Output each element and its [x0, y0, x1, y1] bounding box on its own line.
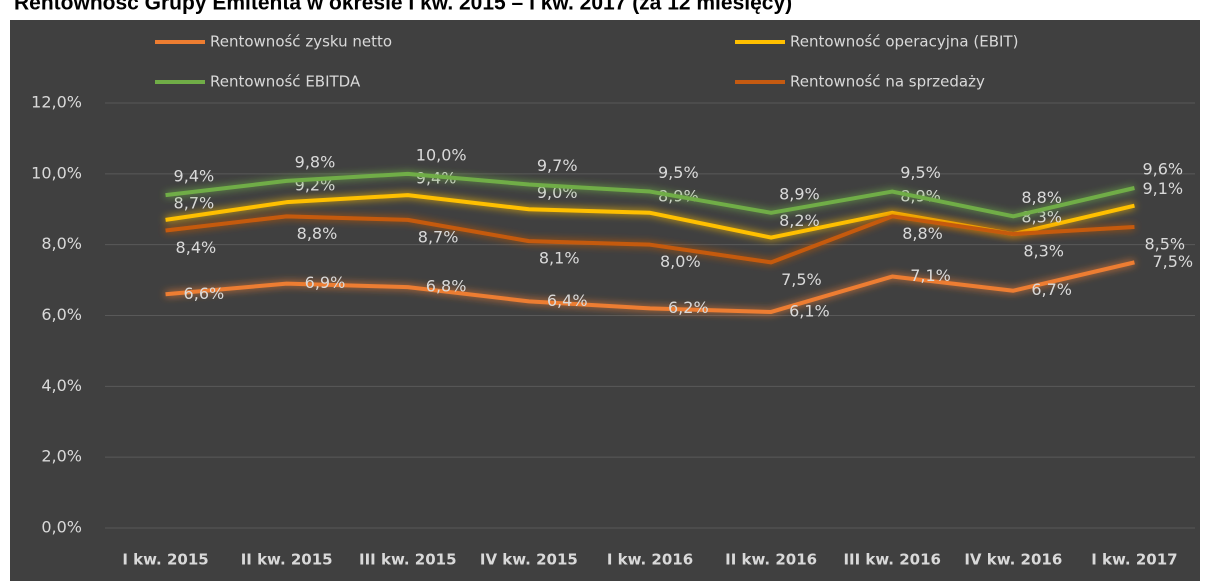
y-tick-label: 10,0% — [31, 163, 82, 182]
data-label: 6,4% — [547, 291, 588, 310]
data-label: 9,8% — [295, 152, 336, 171]
series-line — [165, 171, 1135, 219]
x-tick-label: IV kw. 2016 — [964, 551, 1062, 569]
x-tick-label: III kw. 2016 — [843, 551, 941, 569]
data-label: 6,1% — [789, 301, 830, 320]
data-label: 8,7% — [418, 227, 459, 246]
data-label: 9,7% — [537, 156, 578, 175]
y-tick-label: 12,0% — [31, 93, 82, 112]
data-label: 8,8% — [297, 224, 338, 243]
data-label: 8,7% — [174, 193, 215, 212]
series-line — [165, 214, 1135, 265]
x-tick-label: I kw. 2017 — [1091, 551, 1177, 569]
data-label: 9,5% — [658, 163, 699, 182]
x-tick-label: I kw. 2016 — [607, 551, 693, 569]
data-label: 6,8% — [426, 277, 467, 296]
y-tick-label: 4,0% — [41, 376, 82, 395]
data-label: 10,0% — [416, 145, 467, 164]
data-label: 8,2% — [779, 211, 820, 230]
data-label: 9,1% — [1142, 179, 1183, 198]
y-tick-label: 0,0% — [41, 518, 82, 537]
data-label: 6,6% — [184, 284, 225, 303]
data-label: 6,9% — [305, 273, 346, 292]
y-tick-label: 6,0% — [41, 305, 82, 324]
legend-label: Rentowność operacyjna (EBIT) — [790, 33, 1018, 51]
data-label: 8,8% — [1021, 188, 1062, 207]
y-tick-label: 8,0% — [41, 234, 82, 253]
chart-background — [10, 20, 1200, 581]
data-label: 8,3% — [1023, 242, 1064, 261]
series-line — [165, 260, 1135, 314]
data-label: 8,9% — [779, 184, 820, 203]
data-label: 7,5% — [781, 270, 822, 289]
data-label: 8,4% — [176, 238, 217, 257]
y-tick-label: 2,0% — [41, 447, 82, 466]
legend-label: Rentowność zysku netto — [210, 33, 392, 51]
data-label: 9,5% — [900, 163, 941, 182]
legend-label: Rentowność EBITDA — [210, 73, 361, 91]
x-tick-label: II kw. 2015 — [241, 551, 333, 569]
x-tick-label: IV kw. 2015 — [480, 551, 578, 569]
x-tick-label: III kw. 2015 — [359, 551, 457, 569]
chart-title: Rentowność Grupy Emitenta w okresie I kw… — [14, 0, 792, 15]
data-label: 7,5% — [1152, 252, 1193, 271]
data-label: 8,8% — [902, 224, 943, 243]
legend-label: Rentowność na sprzedaży — [790, 73, 985, 91]
data-label: 6,7% — [1031, 280, 1072, 299]
data-label: 8,5% — [1144, 234, 1185, 253]
data-label: 8,1% — [539, 249, 580, 268]
x-tick-label: II kw. 2016 — [725, 551, 817, 569]
data-label: 7,1% — [910, 266, 951, 285]
data-label: 8,0% — [660, 252, 701, 271]
data-label: 9,4% — [174, 167, 215, 186]
x-tick-label: I kw. 2015 — [122, 551, 208, 569]
data-label: 6,2% — [668, 298, 709, 317]
data-label: 9,6% — [1142, 160, 1183, 179]
